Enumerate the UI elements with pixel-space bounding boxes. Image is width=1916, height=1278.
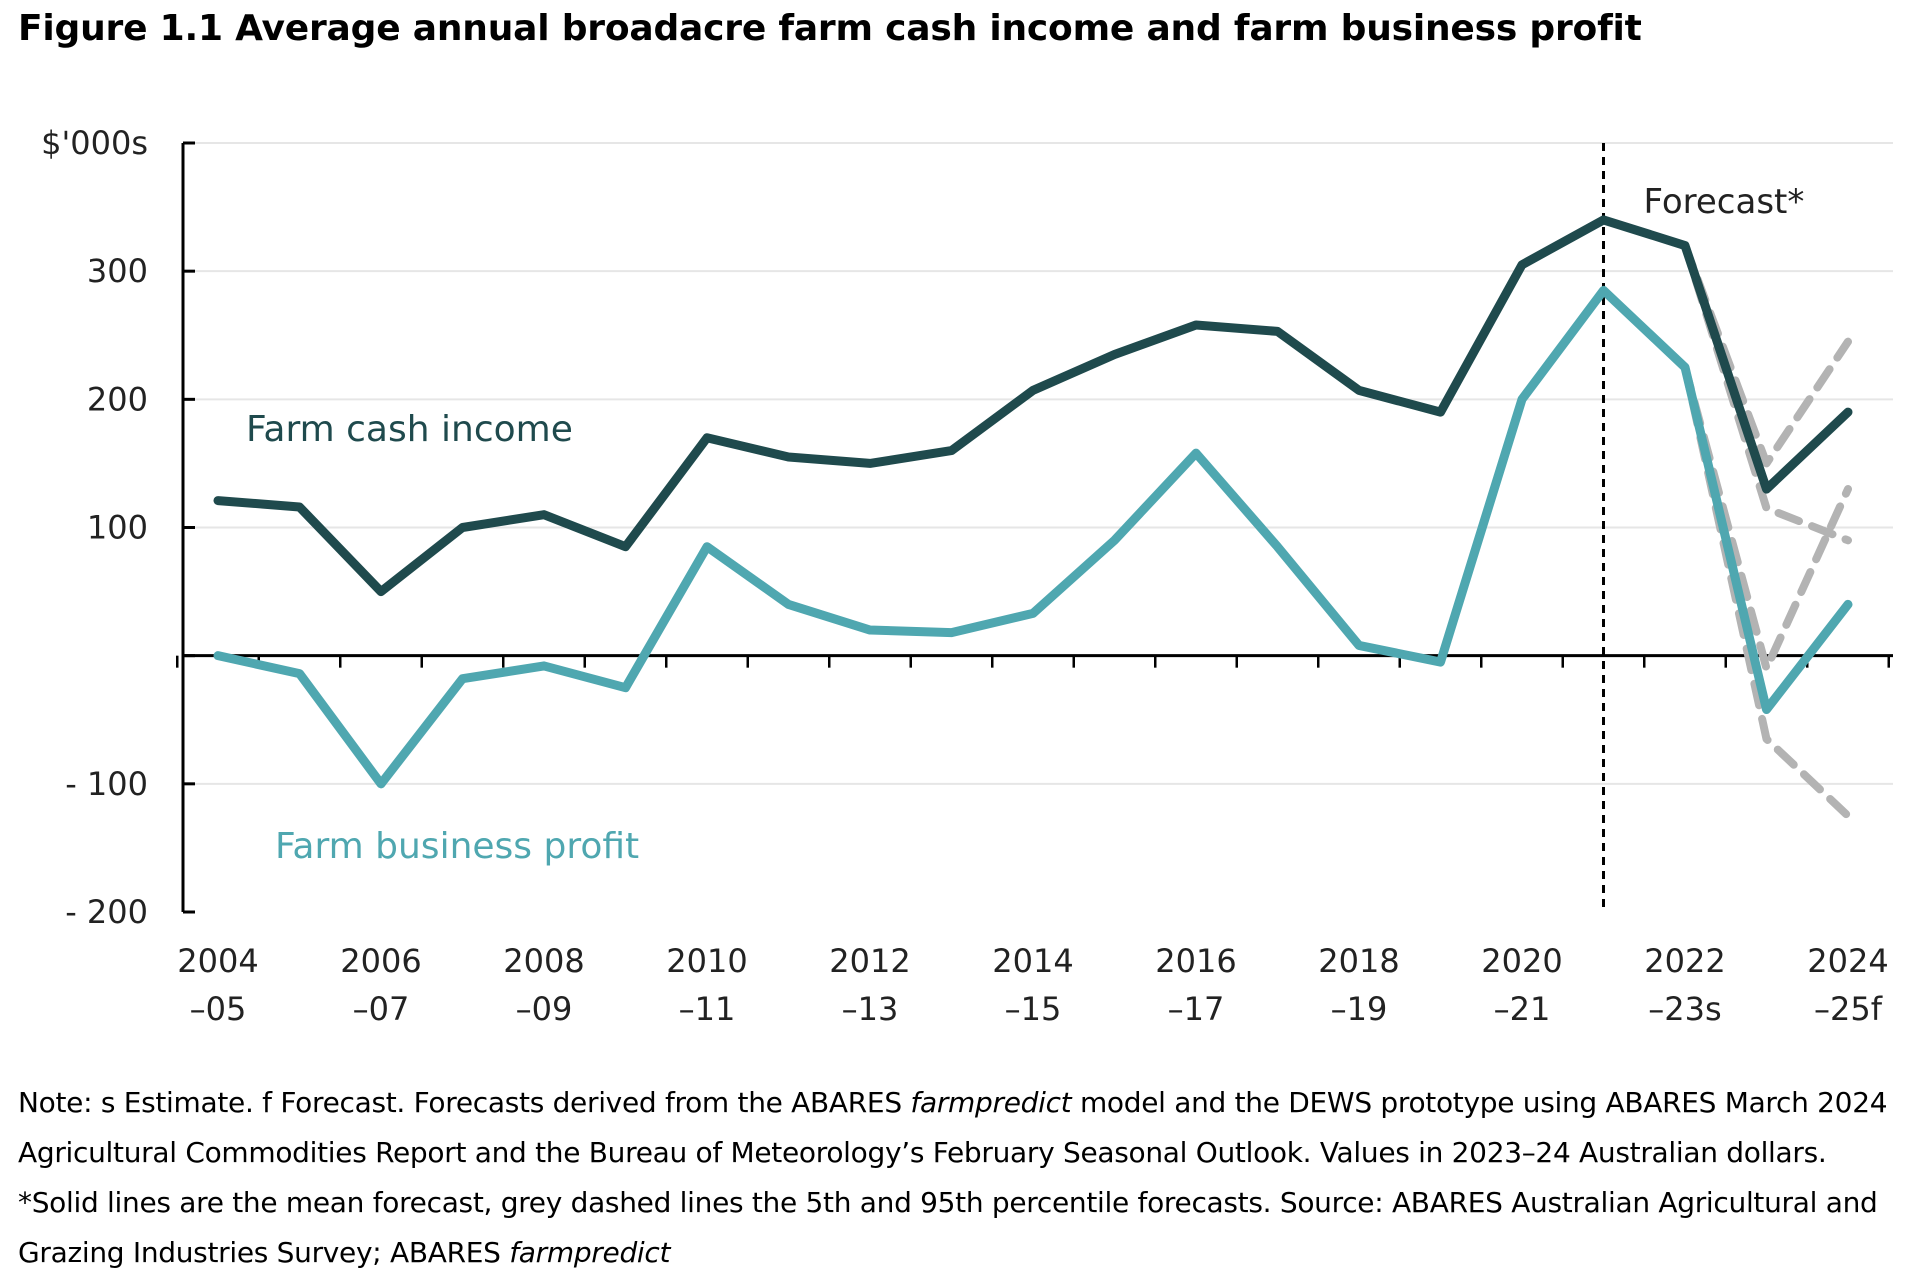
- series-label-farm-business-profit: Farm business profit: [275, 826, 639, 867]
- percentile-line: [1681, 363, 1852, 673]
- x-tick-label: 2008: [503, 942, 584, 980]
- y-axis-label: $'000s: [41, 124, 148, 162]
- note-text-2: model and the DEWS prototype using ABARE…: [18, 1086, 1888, 1269]
- y-tick-label: - 200: [65, 893, 148, 931]
- x-tick-label: –17: [1168, 990, 1225, 1028]
- x-tick-label: –25f: [1814, 990, 1883, 1028]
- x-tick-label: 2020: [1481, 942, 1562, 980]
- x-tick-label: –21: [1494, 990, 1551, 1028]
- x-tick-label: –23s: [1648, 990, 1721, 1028]
- x-tick-label: 2018: [1318, 942, 1399, 980]
- note-italic-1: farmpredict: [910, 1086, 1072, 1119]
- axes: [176, 141, 1893, 914]
- y-tick-label: 200: [87, 380, 148, 418]
- x-tick-label: –05: [190, 990, 247, 1028]
- x-tick-label: 2006: [340, 942, 421, 980]
- x-tick-label: 2012: [829, 942, 910, 980]
- chart-labels: 300 200 100 - 100 - 200 $'000s 2004 –05 2006 –07 2…: [41, 124, 1889, 1028]
- note-text-1: Note: s Estimate. f Forecast. Forecasts …: [18, 1086, 911, 1119]
- y-tick-label: 100: [87, 509, 148, 547]
- note-italic-2: farmpredict: [509, 1236, 671, 1269]
- x-tick-label: –15: [1005, 990, 1062, 1028]
- x-tick-label: 2022: [1644, 942, 1725, 980]
- line-chart: 300 200 100 - 100 - 200 $'000s 2004 –05 2006 –07 2…: [41, 124, 1893, 1028]
- series-label-farm-cash-income: Farm cash income: [246, 409, 573, 450]
- forecast-label: Forecast*: [1644, 182, 1805, 222]
- y-tick-label: 300: [87, 252, 148, 290]
- x-tick-label: –13: [842, 990, 899, 1028]
- series-lines: [213, 215, 1853, 789]
- gridlines: [183, 142, 1893, 785]
- x-tick-label: 2014: [992, 942, 1073, 980]
- x-tick-label: 2004: [177, 942, 258, 980]
- figure-note: Note: s Estimate. f Forecast. Forecasts …: [18, 1078, 1898, 1278]
- x-tick-label: –11: [679, 990, 736, 1028]
- series-line-farm-cash-income: [213, 215, 1853, 597]
- x-tick-label: 2024: [1807, 942, 1888, 980]
- y-tick-label: - 100: [65, 765, 148, 803]
- x-tick-label: –09: [516, 990, 573, 1028]
- x-tick-label: –07: [353, 990, 410, 1028]
- x-tick-label: 2010: [666, 942, 747, 980]
- figure-title: Figure 1.1 Average annual broadacre farm…: [18, 8, 1642, 49]
- x-tick-label: –19: [1331, 990, 1388, 1028]
- series-line-farm-business-profit: [213, 285, 1853, 789]
- x-tick-label: 2016: [1155, 942, 1236, 980]
